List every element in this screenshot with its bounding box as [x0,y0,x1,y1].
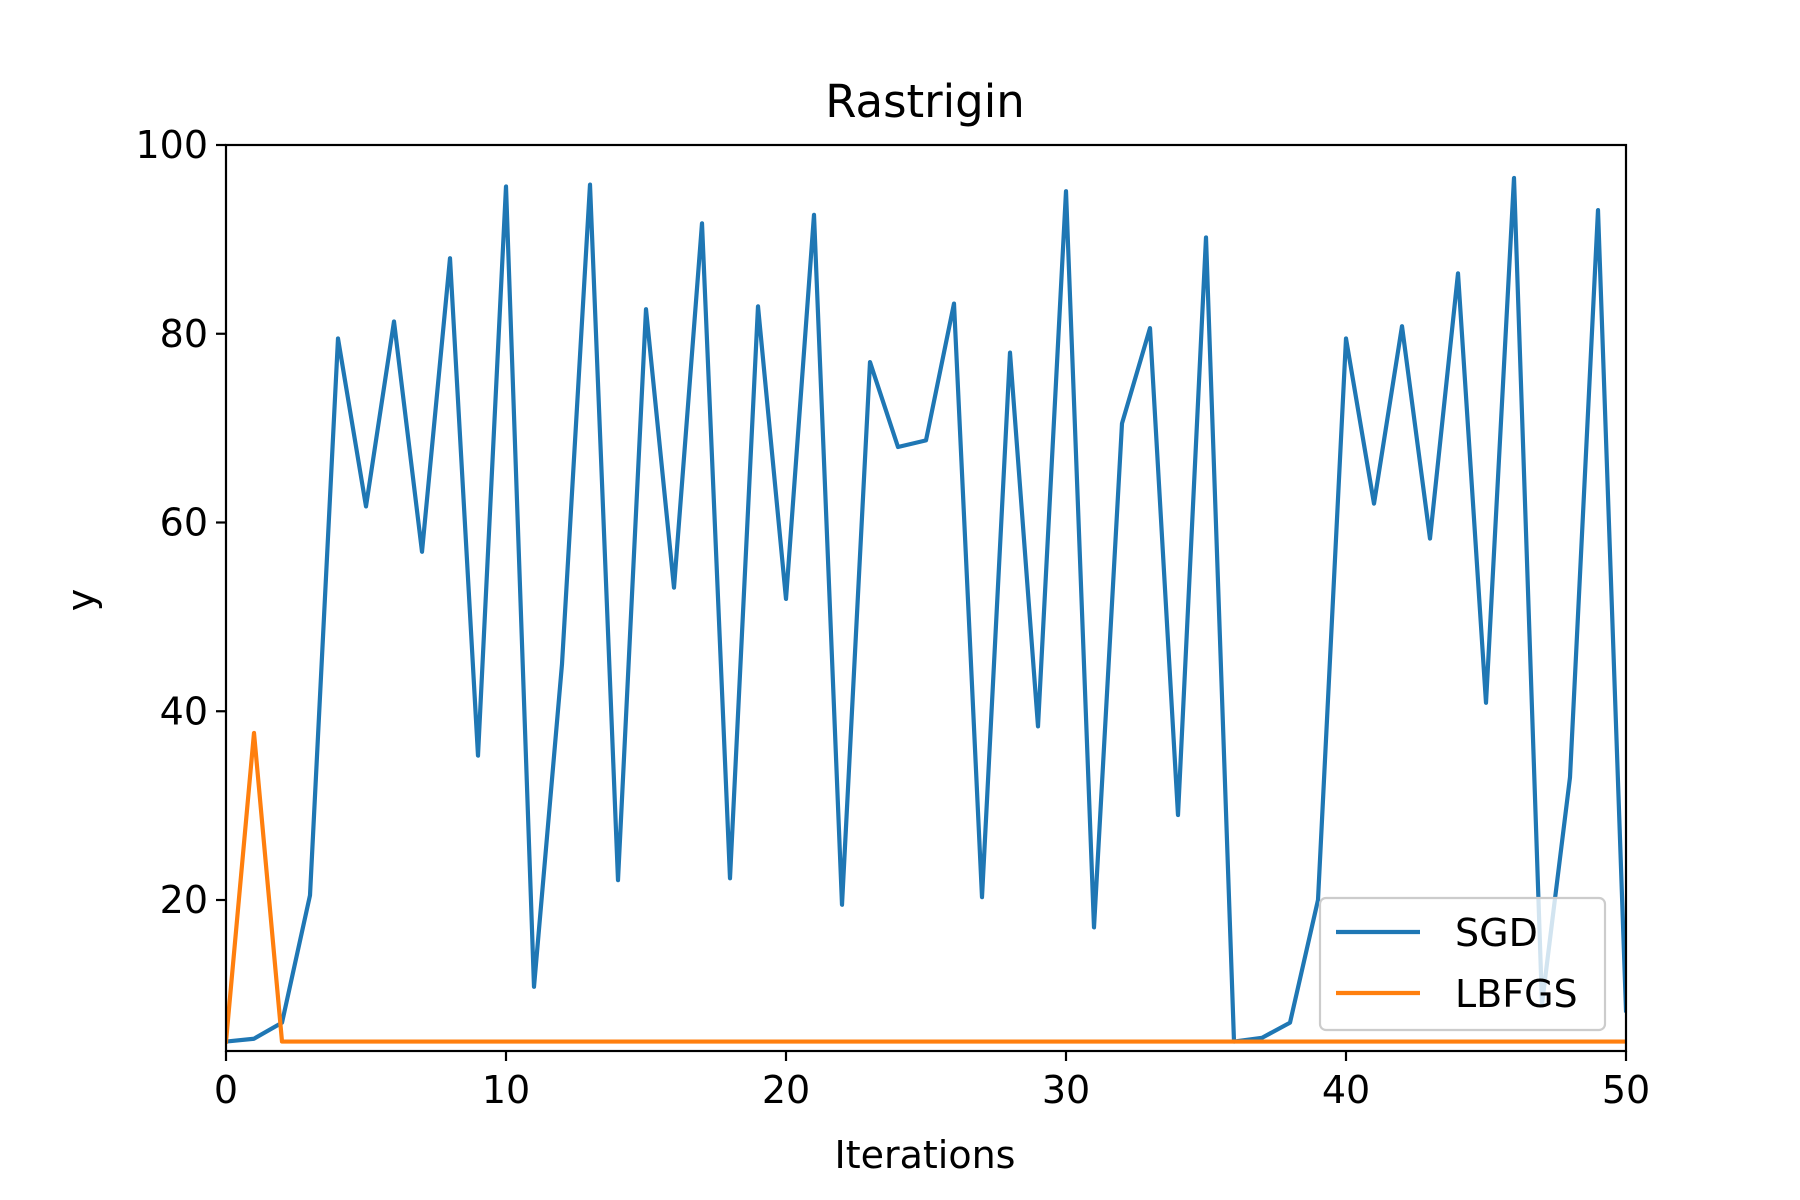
legend-label-sgd: SGD [1455,911,1538,955]
y-tick-label: 20 [160,878,208,922]
y-tick-label: 40 [160,689,208,733]
y-tick-label: 60 [160,501,208,545]
x-tick-label: 0 [214,1068,238,1112]
x-tick-label: 10 [482,1068,530,1112]
y-axis-label: y [59,589,103,612]
legend-label-lbfgs: LBFGS [1455,972,1578,1016]
chart-title: Rastrigin [825,75,1025,128]
x-tick-label: 50 [1602,1068,1650,1112]
axes-frame [224,143,1628,1053]
y-tick-label: 100 [135,123,208,167]
legend: SGD LBFGS [1318,896,1607,1032]
x-tick-label: 40 [1322,1068,1370,1112]
y-tick-label: 80 [160,312,208,356]
x-tick-label: 30 [1042,1068,1090,1112]
x-axis-label: Iterations [835,1133,1016,1177]
series-line-sgd [226,175,1626,1044]
axes: 0 10 20 30 40 50 20 40 60 80 100 [135,123,1650,1112]
plot-area [226,175,1626,1044]
x-tick-label: 20 [762,1068,810,1112]
series-line-lbfgs [226,730,1626,1044]
